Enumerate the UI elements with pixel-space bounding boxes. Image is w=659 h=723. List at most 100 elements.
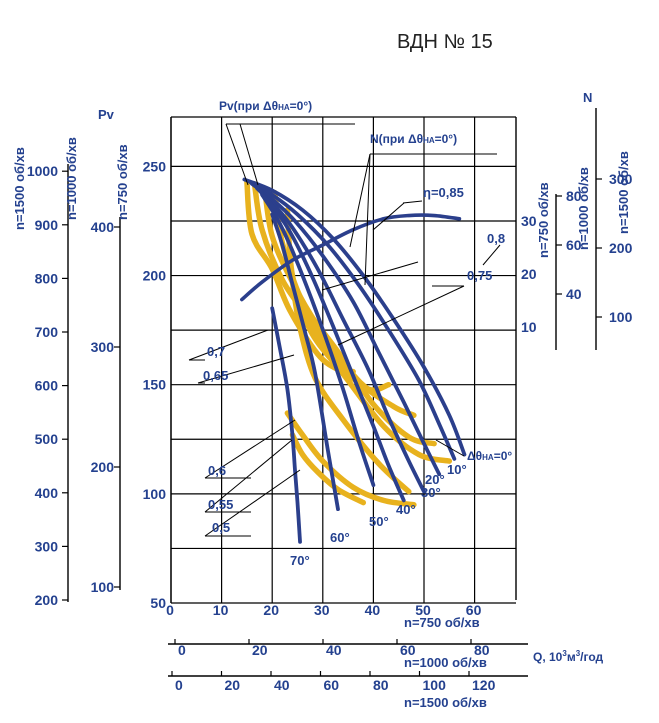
pressure-1500-tick-label: 800 <box>35 270 59 286</box>
power-1000-tick-label: 80 <box>566 188 582 204</box>
leader-line <box>188 329 269 361</box>
flow-1500-tick-label: 100 <box>423 677 447 693</box>
leader-line <box>349 153 371 248</box>
pressure-1500-tick-label: 1000 <box>27 163 58 179</box>
flow-750-tick-label: 50 <box>415 602 431 618</box>
leader-line <box>337 285 465 346</box>
pv-curve-annotation: Pv(при ΔθНА=0°) <box>219 99 312 113</box>
leader-line <box>225 123 249 186</box>
efficiency-label: 0,65 <box>203 368 228 383</box>
leader-line <box>402 200 423 204</box>
pressure-1000-tick-label: 100 <box>91 579 115 595</box>
vane-curve-6 <box>270 212 340 512</box>
efficiency-label: 0,7 <box>207 344 225 359</box>
leader-line <box>372 202 405 231</box>
pressure-750-tick-label: 50 <box>150 595 166 611</box>
pressure-750-tick-label: 250 <box>143 158 167 174</box>
vane-angle-label: 70° <box>290 553 310 568</box>
pressure-750-tick-label: 200 <box>143 268 167 284</box>
vane-angle-label: 50° <box>369 514 389 529</box>
leader-line <box>435 439 465 457</box>
power-curve <box>240 213 462 302</box>
flow-750-tick-label: 0 <box>166 602 174 618</box>
pressure-1000-tick-label: 400 <box>91 219 115 235</box>
pressure-speed-label: n=1000 об/хв <box>64 137 79 220</box>
flow-1500-tick-label: 60 <box>324 677 340 693</box>
flow-1500-tick-label: 80 <box>373 677 389 693</box>
flow-1000-tick-label: 40 <box>326 642 342 658</box>
efficiency-label: 0,8 <box>487 231 505 246</box>
pressure-1500-tick-label: 400 <box>35 485 59 501</box>
flow-750-speed-label: n=750 об/хв <box>404 615 480 630</box>
power-speed-label: n=1500 об/хв <box>616 151 631 234</box>
flow-1000-tick-label: 60 <box>400 642 416 658</box>
leader-line <box>204 469 301 537</box>
vane-angle-label: 40° <box>396 502 416 517</box>
chart-title: ВДН № 15 <box>397 31 493 53</box>
vane-angle-label: 30° <box>421 485 441 500</box>
pressure-1000-tick-label: 200 <box>91 459 115 475</box>
efficiency-label: 0,6 <box>208 463 226 478</box>
vane-curve-2 <box>250 181 442 477</box>
flow-750-tick-label: 30 <box>314 602 330 618</box>
power-1000-tick-label: 60 <box>566 237 582 253</box>
flow-750-tick-label: 20 <box>263 602 279 618</box>
pressure-1500-tick-label: 900 <box>35 217 59 233</box>
flow-1000-speed-label: n=1000 об/хв <box>404 655 487 670</box>
pressure-1500-tick-label: 300 <box>35 538 59 554</box>
power-1000-tick-label: 40 <box>566 286 582 302</box>
power-750-tick-label: 30 <box>521 213 537 229</box>
leader-line <box>197 354 295 384</box>
vane-curve-3 <box>255 186 426 494</box>
power-750-tick-label: 20 <box>521 266 537 282</box>
efficiency-label: 0,75 <box>467 268 492 283</box>
pressure-speed-label: n=750 об/хв <box>115 144 130 220</box>
flow-axis-title: Q, 103м3/год <box>533 649 604 664</box>
leader-line <box>482 244 501 266</box>
vane-curve-5 <box>260 192 376 488</box>
pressure-1000-tick-label: 300 <box>91 339 115 355</box>
vane-angle-label: 60° <box>330 530 350 545</box>
power-1500-tick-label: 100 <box>609 309 633 325</box>
pressure-750-tick-label: 150 <box>143 377 167 393</box>
vane-curve-7 <box>270 306 302 544</box>
vane-zero-annotation: ΔθНА=0° <box>467 449 512 463</box>
vane-curve-0 <box>242 177 467 457</box>
flow-750-tick-label: 10 <box>213 602 229 618</box>
leader-line <box>364 153 371 286</box>
leader-line <box>204 419 296 479</box>
power-axis-title: N <box>583 90 592 105</box>
flow-1500-tick-label: 20 <box>225 677 241 693</box>
power-1500-tick-label: 300 <box>609 171 633 187</box>
pressure-1500-tick-label: 500 <box>35 431 59 447</box>
pressure-1500-tick-label: 600 <box>35 378 59 394</box>
efficiency-curve-7 <box>289 432 367 506</box>
flow-750-tick-label: 40 <box>365 602 381 618</box>
power-curve-annotation: N(при ΔθНА=0°) <box>370 132 457 146</box>
flow-1500-tick-label: 40 <box>274 677 290 693</box>
vane-curve-1 <box>247 179 457 461</box>
efficiency-curve-4 <box>284 207 453 464</box>
efficiency-label: 0,55 <box>208 497 233 512</box>
flow-1500-speed-label: n=1500 об/хв <box>404 695 487 710</box>
pressure-1500-tick-label: 200 <box>35 592 59 608</box>
pressure-speed-label: n=1500 об/хв <box>12 147 27 230</box>
vane-curve-4 <box>257 188 406 503</box>
flow-750-tick-label: 60 <box>466 602 482 618</box>
leader-line <box>321 261 419 291</box>
power-1500-tick-label: 200 <box>609 240 633 256</box>
flow-1500-tick-label: 120 <box>472 677 496 693</box>
efficiency-label: η=0,85 <box>423 185 464 200</box>
power-750-tick-label: 10 <box>521 319 537 335</box>
efficiency-label: 0,5 <box>212 520 230 535</box>
power-speed-label: n=750 об/хв <box>536 182 551 258</box>
flow-1000-tick-label: 0 <box>178 642 186 658</box>
flow-1000-tick-label: 80 <box>474 642 490 658</box>
vane-angle-label: 10° <box>447 462 467 477</box>
flow-1500-tick-label: 0 <box>175 677 183 693</box>
leader-line <box>204 439 293 513</box>
flow-1000-tick-label: 20 <box>252 642 268 658</box>
pressure-axis-title: Pv <box>98 107 115 122</box>
leader-line <box>239 123 259 186</box>
